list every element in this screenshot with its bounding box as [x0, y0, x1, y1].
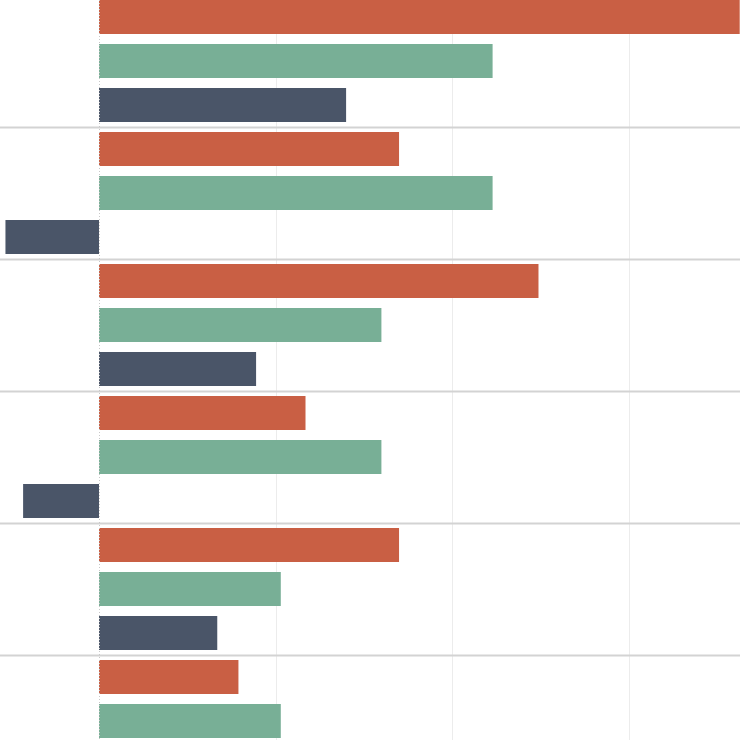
bar-group-3-item-2	[99, 308, 382, 342]
bar-group-4-item-2	[99, 440, 382, 474]
bar-group-3-item-1	[99, 264, 539, 298]
bar-group-2-item-1	[99, 132, 400, 166]
bar-group-5-item-2	[99, 572, 281, 606]
bar-group-5-item-1	[99, 528, 400, 562]
bar-group-5-item-3	[99, 616, 218, 650]
bar-group-4-item-1	[99, 396, 306, 430]
bar-group-6-item-1	[99, 660, 239, 694]
bar-group-2-item-2	[99, 176, 493, 210]
bar-group-1-item-3	[99, 88, 347, 122]
bar-group-6-item-2	[99, 704, 281, 738]
bar-group-1-item-1	[99, 0, 740, 34]
bar-group-3-item-3	[99, 352, 257, 386]
bar-group-1-item-2	[99, 44, 493, 78]
bar-group-4-item-3	[23, 484, 100, 518]
bar-group-2-item-3	[5, 220, 99, 254]
